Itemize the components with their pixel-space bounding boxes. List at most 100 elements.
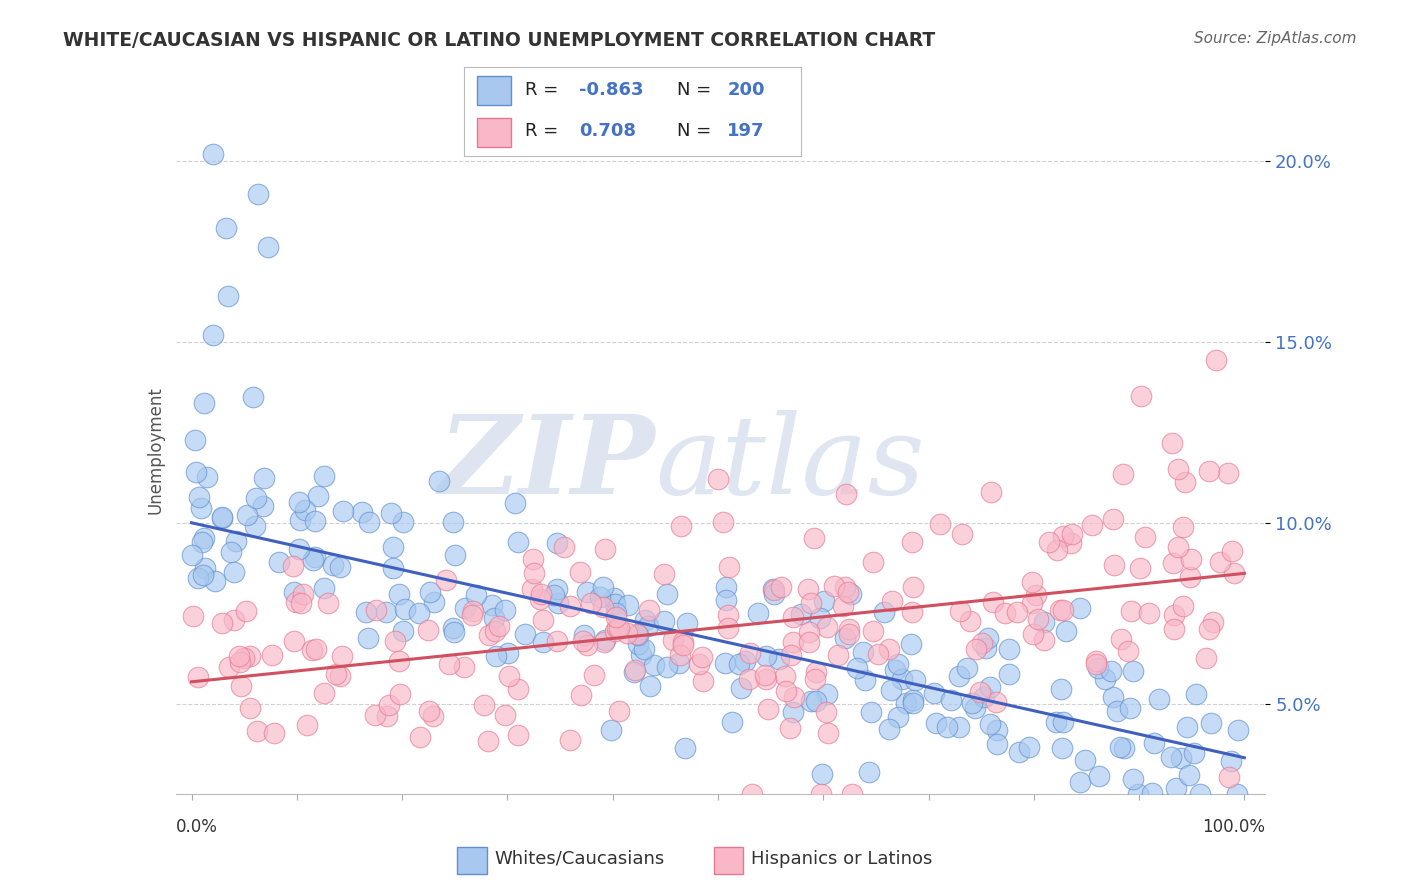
Text: ZIP: ZIP bbox=[439, 410, 655, 518]
Point bbox=[357, 515, 380, 529]
Point bbox=[758, 702, 780, 716]
Point bbox=[714, 657, 737, 671]
Point bbox=[1184, 687, 1206, 701]
Point bbox=[1167, 540, 1189, 554]
Point bbox=[1052, 529, 1074, 543]
Point bbox=[866, 648, 889, 662]
Point bbox=[626, 627, 648, 641]
Point bbox=[832, 599, 855, 613]
Point bbox=[1209, 555, 1232, 569]
Point bbox=[607, 704, 630, 718]
Point bbox=[900, 605, 922, 619]
Point bbox=[986, 723, 1008, 738]
Point bbox=[180, 549, 202, 563]
Point bbox=[637, 619, 659, 633]
Point bbox=[418, 705, 440, 719]
Point bbox=[762, 582, 785, 597]
Point bbox=[1121, 604, 1143, 618]
Point bbox=[607, 621, 630, 635]
Point bbox=[211, 510, 233, 524]
Point bbox=[858, 765, 880, 780]
Point bbox=[354, 605, 377, 619]
Point bbox=[862, 555, 884, 569]
Point bbox=[1046, 543, 1069, 558]
Point bbox=[238, 648, 260, 663]
Text: atlas: atlas bbox=[655, 410, 925, 518]
Point bbox=[727, 657, 749, 671]
Point bbox=[1178, 570, 1201, 584]
Point bbox=[965, 701, 987, 715]
Point bbox=[295, 717, 318, 731]
Point bbox=[797, 635, 820, 649]
Point bbox=[225, 533, 247, 548]
Point bbox=[329, 560, 352, 574]
Point bbox=[1122, 772, 1144, 787]
Point bbox=[605, 610, 627, 624]
Point bbox=[495, 708, 517, 723]
Point bbox=[980, 484, 1002, 499]
Point bbox=[730, 681, 752, 695]
Point bbox=[1080, 518, 1102, 533]
Point bbox=[717, 621, 740, 635]
Point bbox=[409, 730, 432, 744]
Point bbox=[741, 787, 763, 801]
Point bbox=[949, 604, 972, 618]
Point bbox=[194, 561, 217, 575]
Point bbox=[1195, 651, 1218, 665]
Point bbox=[981, 595, 1004, 609]
Point bbox=[576, 584, 599, 599]
Text: Source: ZipAtlas.com: Source: ZipAtlas.com bbox=[1194, 31, 1357, 46]
Point bbox=[558, 733, 581, 747]
Point bbox=[294, 503, 316, 517]
Point bbox=[281, 558, 304, 573]
Point bbox=[496, 646, 519, 660]
Point bbox=[1021, 575, 1043, 590]
Point bbox=[434, 573, 457, 587]
Point bbox=[523, 566, 546, 580]
Point bbox=[815, 620, 838, 634]
Point bbox=[1108, 740, 1130, 755]
Point bbox=[453, 660, 475, 674]
Point bbox=[252, 500, 274, 514]
Point bbox=[903, 580, 925, 594]
Point bbox=[1112, 467, 1135, 481]
Point bbox=[877, 722, 900, 736]
Point bbox=[1163, 607, 1185, 622]
Point bbox=[977, 632, 1000, 646]
Point bbox=[193, 567, 215, 582]
Point bbox=[901, 534, 924, 549]
Point bbox=[454, 601, 477, 615]
Point bbox=[233, 651, 256, 665]
Point bbox=[1140, 786, 1163, 800]
Point bbox=[763, 587, 786, 601]
Point bbox=[388, 654, 411, 668]
Point bbox=[318, 596, 340, 610]
Point bbox=[1069, 775, 1091, 789]
Point bbox=[382, 561, 405, 575]
Point bbox=[692, 674, 714, 689]
Point bbox=[288, 542, 311, 557]
Text: R =: R = bbox=[524, 121, 569, 140]
Point bbox=[800, 694, 823, 708]
Point bbox=[193, 396, 215, 410]
Point bbox=[422, 709, 444, 723]
Point bbox=[1099, 665, 1122, 679]
Point bbox=[388, 688, 411, 702]
Point bbox=[1188, 787, 1211, 801]
Point bbox=[574, 628, 596, 642]
Point bbox=[543, 589, 565, 603]
Point bbox=[283, 634, 305, 648]
Point bbox=[572, 633, 595, 648]
Point bbox=[1102, 690, 1125, 705]
Point bbox=[948, 668, 970, 682]
Point bbox=[288, 513, 311, 527]
Point bbox=[974, 640, 997, 655]
Point bbox=[984, 695, 1007, 709]
Point bbox=[880, 683, 903, 698]
Point bbox=[201, 328, 224, 343]
Point bbox=[191, 535, 214, 549]
Point bbox=[904, 673, 927, 687]
Point bbox=[1087, 660, 1109, 674]
Point bbox=[546, 582, 568, 597]
Point bbox=[485, 648, 508, 663]
